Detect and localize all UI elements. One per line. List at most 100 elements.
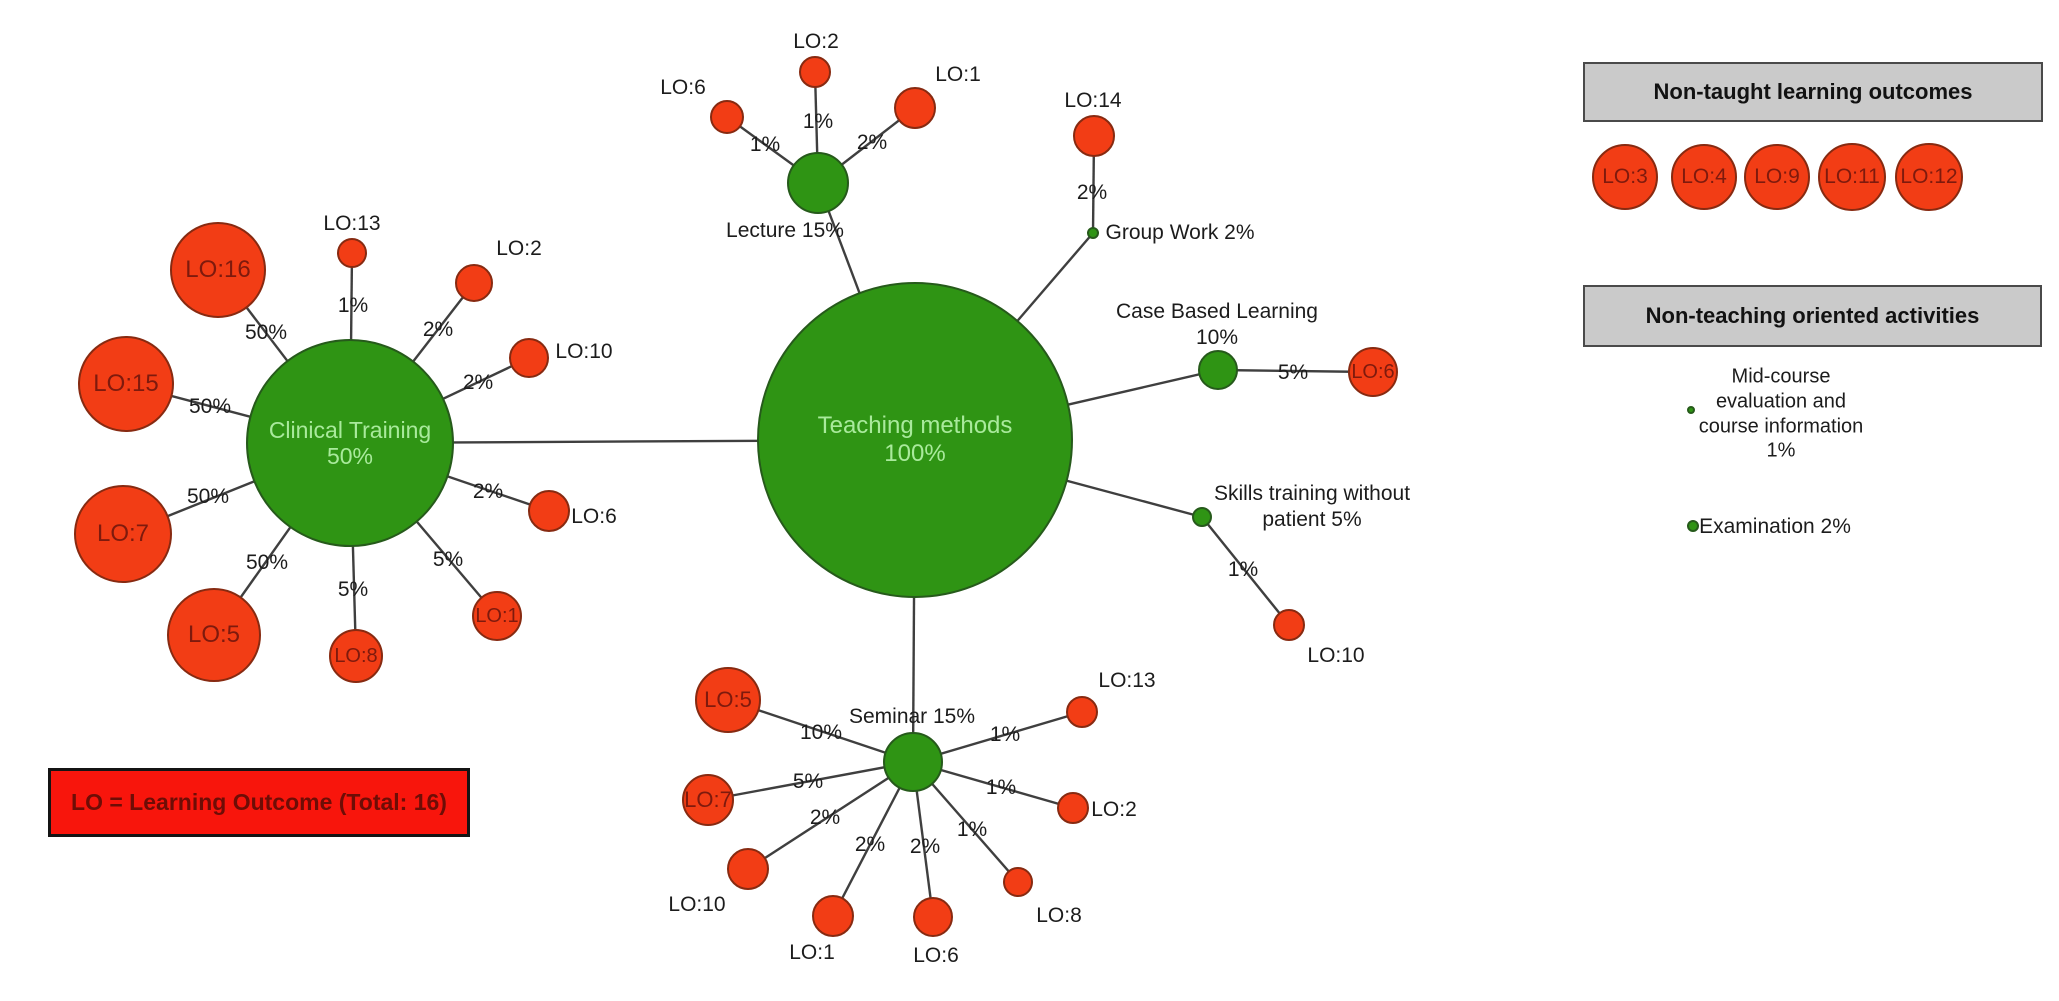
edge-label-seminar--seminar-lo13: 1%	[989, 722, 1021, 746]
node-clinical-lo7: LO:7	[74, 485, 172, 583]
node-label-clinical-lo8: LO:8	[334, 644, 378, 667]
node-label-seminar-lo5: LO:5	[704, 687, 752, 713]
node-label-nontaught-lo11: LO:11	[1824, 164, 1880, 188]
node-label-clinical-lo6: LO:6	[571, 504, 617, 528]
node-label-cbl-lo6: LO:6	[1351, 360, 1395, 383]
node-label-seminar-lo8: LO:8	[1036, 903, 1082, 927]
node-label-seminar-lo10: LO:10	[668, 892, 726, 916]
edge-label-clinical-training--clinical-lo10: 2%	[462, 370, 494, 394]
node-label-nontaught-lo9: LO:9	[1754, 164, 1800, 188]
node-seminar-lo8	[1003, 867, 1033, 897]
node-label-lecture-lo6: LO:6	[660, 75, 706, 99]
edge-label-skills-training--skills-lo10: 1%	[1227, 557, 1259, 581]
node-group-work	[1087, 227, 1099, 239]
edge-case-based-learning--cbl-lo6	[1217, 368, 1374, 374]
edge-label-clinical-training--clinical-lo1: 5%	[432, 547, 464, 571]
node-seminar-lo10	[727, 848, 769, 890]
node-case-based-learning	[1198, 350, 1238, 390]
node-nontaught-lo3: LO:3	[1592, 144, 1658, 210]
node-label-clinical-lo7: LO:7	[96, 520, 150, 548]
node-label-nontaught-lo12: LO:12	[1900, 164, 1958, 188]
node-teaching-methods: Teaching methods 100%	[757, 282, 1073, 598]
edge-label-clinical-training--clinical-lo15: 50%	[188, 394, 232, 418]
node-seminar-lo6	[913, 897, 953, 937]
node-seminar-lo7: LO:7	[682, 774, 734, 826]
edge-label-lecture--lecture-lo1: 2%	[856, 130, 888, 154]
node-skills-training	[1192, 507, 1212, 527]
node-groupwork-lo14	[1073, 115, 1115, 157]
node-mid-course-evaluation	[1687, 406, 1695, 414]
edge-label-clinical-training--clinical-lo8: 5%	[337, 577, 369, 601]
node-seminar	[883, 732, 943, 792]
node-cbl-lo6: LO:6	[1348, 347, 1398, 397]
node-label-clinical-lo16: LO:16	[185, 256, 251, 284]
node-label-examination: Examination 2%	[1699, 514, 1851, 538]
non-teaching-activities-header: Non-teaching oriented activities	[1583, 285, 2042, 347]
edge-label-clinical-training--clinical-lo2: 2%	[422, 317, 454, 341]
non-taught-outcomes-header: Non-taught learning outcomes	[1583, 62, 2043, 122]
node-clinical-lo10	[509, 338, 549, 378]
edge-label-seminar--seminar-lo7: 5%	[792, 769, 824, 793]
node-examination	[1687, 520, 1699, 532]
node-label-clinical-lo13: LO:13	[323, 211, 381, 235]
node-label-clinical-training: Clinical Training 50%	[268, 416, 432, 469]
node-label-nontaught-lo3: LO:3	[1602, 164, 1648, 188]
node-clinical-lo1: LO:1	[472, 591, 522, 641]
node-label-seminar-lo13: LO:13	[1098, 668, 1156, 692]
node-label-groupwork-lo14: LO:14	[1064, 88, 1122, 112]
edge-label-lecture--lecture-lo6: 1%	[749, 132, 781, 156]
node-label-seminar-lo2: LO:2	[1091, 797, 1137, 821]
edge-label-clinical-training--clinical-lo5: 50%	[245, 550, 289, 574]
node-nontaught-lo12: LO:12	[1895, 143, 1963, 211]
edge-label-clinical-training--clinical-lo16: 50%	[244, 320, 288, 344]
node-label-lecture: Lecture 15%	[726, 218, 844, 242]
node-clinical-lo5: LO:5	[167, 588, 261, 682]
node-seminar-lo13	[1066, 696, 1098, 728]
edge-label-seminar--seminar-lo10: 2%	[809, 805, 841, 829]
node-clinical-lo15: LO:15	[78, 336, 174, 432]
edge-label-clinical-training--clinical-lo13: 1%	[337, 293, 369, 317]
node-clinical-lo6	[528, 490, 570, 532]
node-lecture-lo2	[799, 56, 831, 88]
node-label-seminar-lo7: LO:7	[684, 787, 732, 813]
node-clinical-training: Clinical Training 50%	[246, 339, 454, 547]
edge-label-seminar--seminar-lo5: 10%	[799, 720, 843, 744]
node-label-teaching-methods: Teaching methods 100%	[817, 412, 1013, 467]
node-label-seminar: Seminar 15%	[848, 704, 976, 728]
edge-label-seminar--seminar-lo2: 1%	[985, 775, 1017, 799]
node-label-case-based-learning: Case Based Learning 10%	[1116, 299, 1318, 349]
lo-legend-box: LO = Learning Outcome (Total: 16)	[48, 768, 470, 837]
node-clinical-lo8: LO:8	[329, 629, 383, 683]
edge-label-seminar--seminar-lo8: 1%	[956, 817, 988, 841]
node-label-clinical-lo15: LO:15	[93, 370, 159, 398]
edge-label-lecture--lecture-lo2: 1%	[802, 109, 834, 133]
node-lecture	[787, 152, 849, 214]
node-seminar-lo2	[1057, 792, 1089, 824]
node-label-seminar-lo6: LO:6	[913, 943, 959, 967]
node-label-skills-training: Skills training without patient 5%	[1213, 481, 1411, 531]
node-label-seminar-lo1: LO:1	[789, 940, 835, 964]
node-label-nontaught-lo4: LO:4	[1681, 164, 1727, 188]
edge-label-seminar--seminar-lo1: 2%	[854, 832, 886, 856]
node-label-lecture-lo1: LO:1	[935, 62, 981, 86]
node-nontaught-lo9: LO:9	[1744, 144, 1810, 210]
node-nontaught-lo11: LO:11	[1818, 143, 1886, 211]
node-clinical-lo2	[455, 264, 493, 302]
node-label-skills-lo10: LO:10	[1307, 643, 1365, 667]
node-nontaught-lo4: LO:4	[1671, 144, 1737, 210]
edge-label-clinical-training--clinical-lo6: 2%	[472, 479, 504, 503]
edge-label-seminar--seminar-lo6: 2%	[909, 834, 941, 858]
node-label-lecture-lo2: LO:2	[793, 29, 839, 53]
node-clinical-lo16: LO:16	[170, 222, 266, 318]
node-label-clinical-lo1: LO:1	[475, 604, 519, 627]
node-skills-lo10	[1273, 609, 1305, 641]
node-seminar-lo5: LO:5	[695, 667, 761, 733]
node-seminar-lo1	[812, 895, 854, 937]
node-label-mid-course-evaluation: Mid-course evaluation and course informa…	[1698, 365, 1864, 462]
edge-label-case-based-learning--cbl-lo6: 5%	[1277, 360, 1309, 384]
node-label-clinical-lo10: LO:10	[555, 339, 613, 363]
node-clinical-lo13	[337, 238, 367, 268]
edge-label-clinical-training--clinical-lo7: 50%	[186, 484, 230, 508]
edge-skills-training--skills-lo10	[1201, 516, 1290, 626]
